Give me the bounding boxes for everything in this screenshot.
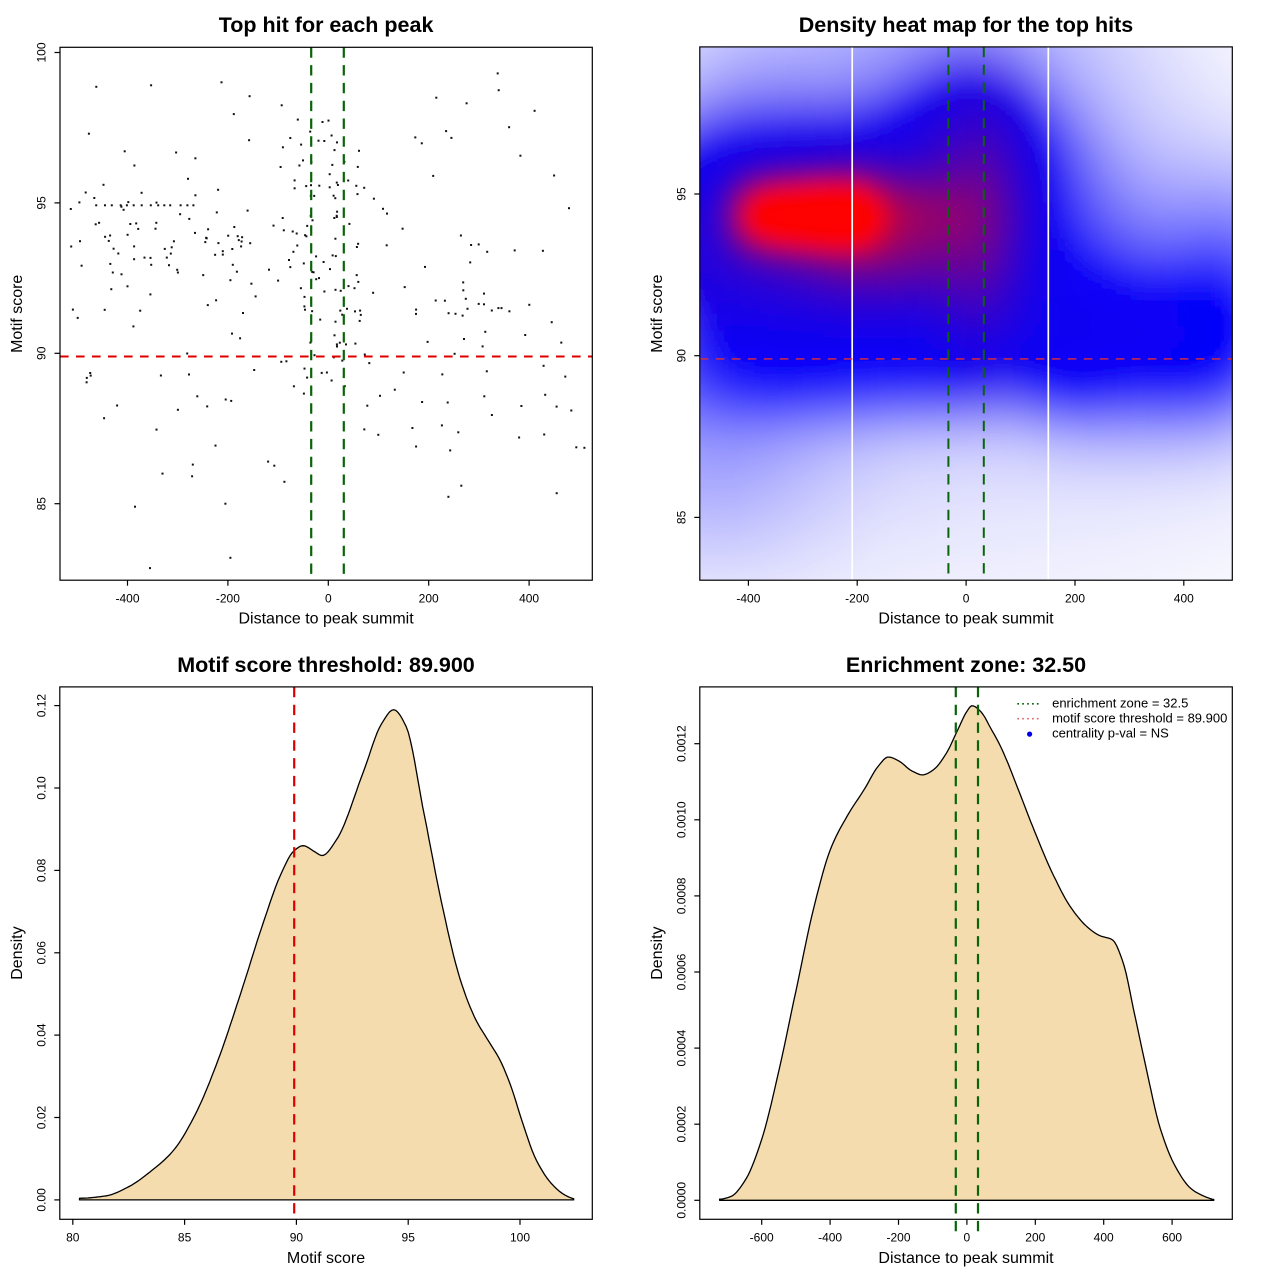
- svg-text:90: 90: [35, 346, 49, 360]
- svg-text:0: 0: [325, 592, 332, 606]
- svg-text:Motif score: Motif score: [9, 275, 26, 353]
- svg-text:85: 85: [35, 497, 49, 511]
- svg-text:400: 400: [519, 592, 539, 606]
- svg-text:100: 100: [35, 42, 49, 62]
- svg-text:-200: -200: [216, 592, 240, 606]
- svg-text:Top hit for each peak: Top hit for each peak: [219, 13, 434, 37]
- svg-text:200: 200: [419, 592, 439, 606]
- svg-text:-400: -400: [115, 592, 139, 606]
- svg-text:Distance to peak summit: Distance to peak summit: [239, 611, 415, 628]
- svg-text:95: 95: [35, 196, 49, 210]
